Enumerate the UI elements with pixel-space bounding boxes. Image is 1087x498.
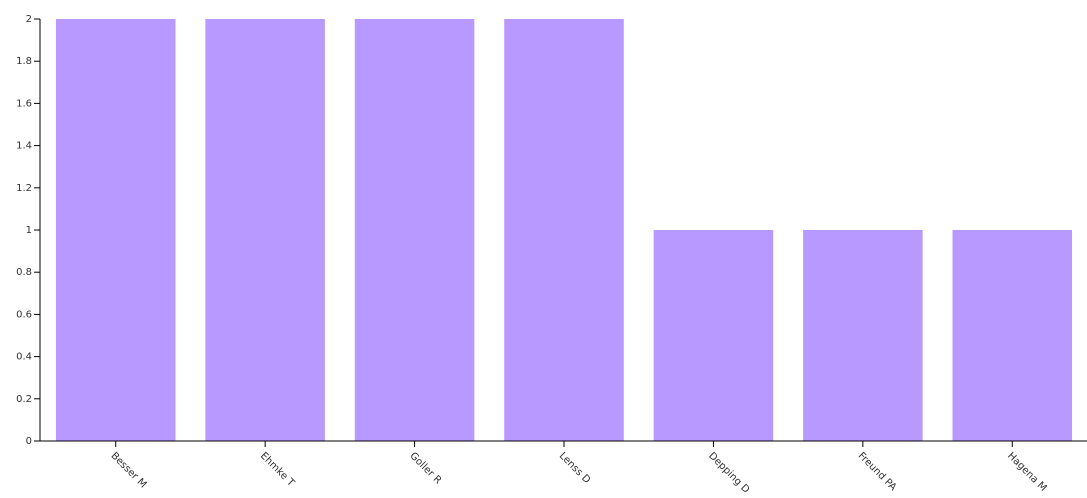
x-tick-label: Goller R (407, 450, 443, 486)
y-tick-label: 1.8 (16, 56, 32, 67)
y-tick-label: 0.2 (16, 394, 32, 405)
y-tick-label: 0.6 (16, 309, 32, 320)
bar-ehmke-t[interactable] (205, 19, 325, 441)
y-axis: 0 0.2 0.4 0.6 0.8 1 1.2 1.4 1.6 1.8 2 (16, 14, 41, 447)
y-tick-label: 0 (26, 436, 32, 447)
y-tick-label: 0.8 (16, 267, 32, 278)
bar-depping-d[interactable] (653, 230, 774, 441)
bar-hagena-m[interactable] (952, 230, 1073, 441)
bar-besser-m[interactable] (55, 19, 176, 441)
y-tick-label: 1.4 (16, 141, 32, 152)
x-tick-label: Freund PA (856, 450, 899, 493)
x-axis: Besser M Ehmke T Goller R Lenss D Depping D F… (40, 440, 1087, 496)
x-tick-label: Besser M (108, 450, 148, 490)
y-tick-label: 1.6 (16, 98, 32, 109)
x-tick-label: Lenss D (557, 450, 593, 486)
bar-freund-pa[interactable] (803, 230, 923, 441)
y-tick-label: 0.4 (16, 352, 32, 363)
y-tick-label: 1.2 (16, 183, 32, 194)
bars-layer (55, 19, 1073, 441)
y-tick-label: 2 (26, 14, 32, 25)
x-tick-label: Ehmke T (258, 450, 297, 489)
x-tick-label: Depping D (706, 450, 751, 494)
bar-goller-r[interactable] (354, 19, 475, 441)
x-tick-label: Hagena M (1005, 450, 1048, 493)
bar-lenss-d[interactable] (504, 19, 624, 441)
y-tick-label: 1 (26, 225, 32, 236)
